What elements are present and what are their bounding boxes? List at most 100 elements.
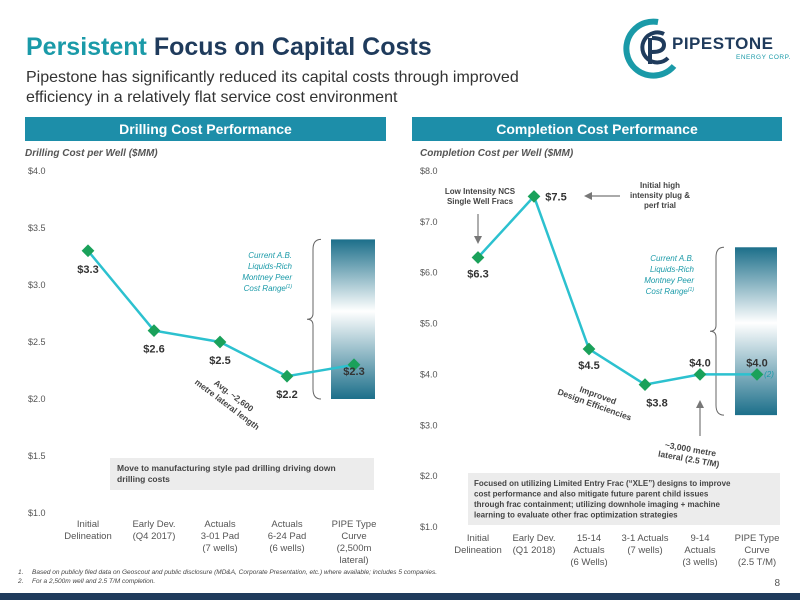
drilling-point-2 xyxy=(213,335,227,349)
completion-peer-label-line-2: Montney Peer xyxy=(644,276,694,285)
completion-note-2: (2) xyxy=(764,370,774,379)
drilling-data-label-3: $2.2 xyxy=(276,389,297,401)
completion-xtick-label-0-line-0: Initial xyxy=(467,533,489,544)
drilling-xtick-label-2-line-1: 3-01 Pad xyxy=(201,531,240,542)
drilling-series-line xyxy=(87,250,355,378)
completion-series-line xyxy=(477,194,757,386)
completion-ytick-label: $4.0 xyxy=(420,369,438,379)
completion-improved-note-line-1: Design Efficiencies xyxy=(556,387,633,423)
drilling-xtick-label-4-line-3: lateral) xyxy=(339,555,368,566)
completion-data-label-0: $6.3 xyxy=(467,268,488,280)
pipestone-logo-icon xyxy=(623,18,677,79)
drilling-ytick-label: $2.5 xyxy=(28,337,46,347)
drilling-ytick-label: $4.0 xyxy=(28,166,46,176)
completion-callout-text-line-2: through frac containment; utilizing down… xyxy=(474,500,721,509)
drilling-peer-range-bar xyxy=(331,239,375,399)
completion-xtick-label-2-line-1: Actuals xyxy=(573,545,604,556)
completion-ann-high-line-0: Initial high xyxy=(640,181,680,190)
completion-xtick-label-2-line-2: (6 Wells) xyxy=(570,557,607,568)
completion-ann-high-line-1: intensity plug & xyxy=(630,191,690,200)
completion-data-label-5: $4.0 xyxy=(746,357,767,369)
completion-ytick-label: $2.0 xyxy=(420,471,438,481)
drilling-peer-label-sup: (1) xyxy=(286,284,292,290)
drilling-callout-box xyxy=(110,458,374,490)
drilling-xtick-label-3-line-2: (6 wells) xyxy=(269,543,304,554)
drilling-xtick-label-2-line-0: Actuals xyxy=(204,519,235,530)
completion-data-label-4: $4.0 xyxy=(689,357,710,369)
drilling-data-label-2: $2.5 xyxy=(209,355,230,367)
completion-xtick-label-5-line-2: (2.5 T/M) xyxy=(738,557,776,568)
drilling-xtick-label-1-line-0: Early Dev. xyxy=(132,519,175,530)
completion-peer-range-bar xyxy=(735,247,777,416)
drilling-xtick-label-3-line-1: 6-24 Pad xyxy=(268,531,307,542)
completion-peer-label-sup: (1) xyxy=(688,287,694,293)
completion-callout-text-line-0: Focused on utilizing Limited Entry Frac … xyxy=(474,479,731,488)
completion-panel-title: Completion Cost Performance xyxy=(412,117,782,141)
completion-peer-label-line-1: Liquids-Rich xyxy=(650,265,695,274)
completion-ytick-label: $8.0 xyxy=(420,166,438,176)
completion-ytick-label: $3.0 xyxy=(420,420,438,430)
completion-data-label-1: $7.5 xyxy=(545,191,566,203)
drilling-peer-label-line-1: Liquids-Rich xyxy=(248,262,293,271)
page-number: 8 xyxy=(774,578,780,589)
title-rest: Focus on Capital Costs xyxy=(146,33,432,61)
completion-point-2 xyxy=(582,342,596,356)
drilling-ytick-label: $1.5 xyxy=(28,451,46,461)
drilling-ytick-label: $2.0 xyxy=(28,394,46,404)
completion-ytick-label: $7.0 xyxy=(420,217,438,227)
footnote-2: 2. For a 2,500m well and 2.5 T/M completi… xyxy=(18,578,156,585)
completion-point-4 xyxy=(693,368,707,381)
completion-lateral-note-line-0: ~3,000 metre xyxy=(664,440,717,459)
drilling-xtick-label-4-line-2: (2,500m xyxy=(337,543,372,554)
drilling-ytick-label: $3.0 xyxy=(28,280,46,290)
completion-xtick-label-4-line-2: (3 wells) xyxy=(682,557,717,568)
logo-subtitle: ENERGY CORP. xyxy=(736,54,791,61)
completion-ann-high-line-2: perf trial xyxy=(644,201,676,210)
completion-point-3 xyxy=(638,378,652,391)
drilling-xtick-label-0-line-0: Initial xyxy=(77,519,99,530)
completion-ann-low-arrowhead xyxy=(474,236,482,244)
drilling-xtick-label-3-line-0: Actuals xyxy=(271,519,302,530)
completion-data-label-2: $4.5 xyxy=(578,360,599,372)
completion-callout-text-line-1: cost performance and also mitigate futur… xyxy=(474,490,709,499)
completion-ytick-label: $6.0 xyxy=(420,268,438,278)
drilling-ytick-label: $3.5 xyxy=(28,223,46,233)
drilling-ytick-label: $1.0 xyxy=(28,508,46,518)
completion-lateral-arrowhead xyxy=(696,400,704,408)
completion-callout-box xyxy=(468,473,780,525)
completion-xtick-label-5-line-1: Curve xyxy=(744,545,769,556)
completion-point-5 xyxy=(750,368,764,381)
completion-xtick-label-5-line-0: PIPE Type xyxy=(735,533,780,544)
completion-xtick-label-0-line-1: Delineation xyxy=(454,545,502,556)
completion-point-0 xyxy=(471,251,485,264)
drilling-peer-brace xyxy=(306,238,322,400)
drilling-callout-text-line-0: Move to manufacturing style pad drilling… xyxy=(117,463,336,473)
completion-ann-high-arrowhead xyxy=(584,192,592,200)
completion-point-1 xyxy=(527,190,541,203)
footnotes: 1. Based on publicly filed data on Geosco… xyxy=(18,568,437,586)
drilling-data-label-1: $2.6 xyxy=(143,344,164,356)
completion-peer-brace xyxy=(709,246,725,416)
drilling-point-0 xyxy=(81,244,95,258)
completion-chart-title: Completion Cost per Well ($MM) xyxy=(420,148,574,159)
completion-ytick-label: $1.0 xyxy=(420,522,438,532)
drilling-xtick-label-4-line-0: PIPE Type xyxy=(332,519,377,530)
completion-xtick-label-2-line-0: 15-14 xyxy=(577,533,601,544)
completion-ytick-label: $5.0 xyxy=(420,319,438,329)
completion-peer-label-line-0: Current A.B. xyxy=(650,254,694,263)
completion-xtick-label-4-line-0: 9-14 xyxy=(690,533,709,544)
page-subtitle: Pipestone has significantly reduced its … xyxy=(26,69,519,106)
completion-improved-note-line-0: Improved xyxy=(578,384,617,406)
title-accent: Persistent xyxy=(26,33,147,61)
completion-xtick-label-3-line-1: (7 wells) xyxy=(627,545,662,556)
bottom-bar xyxy=(0,593,800,600)
drilling-lateral-note-line-0: Avg. ~2,600 xyxy=(212,378,256,414)
drilling-point-1 xyxy=(147,324,161,337)
footnote-1: 1. Based on publicly filed data on Geosco… xyxy=(18,569,438,576)
completion-xtick-label-1-line-0: Early Dev. xyxy=(512,533,555,544)
completion-xtick-label-3-line-0: 3-1 Actuals xyxy=(622,533,669,544)
drilling-panel-title: Drilling Cost Performance xyxy=(25,117,386,141)
